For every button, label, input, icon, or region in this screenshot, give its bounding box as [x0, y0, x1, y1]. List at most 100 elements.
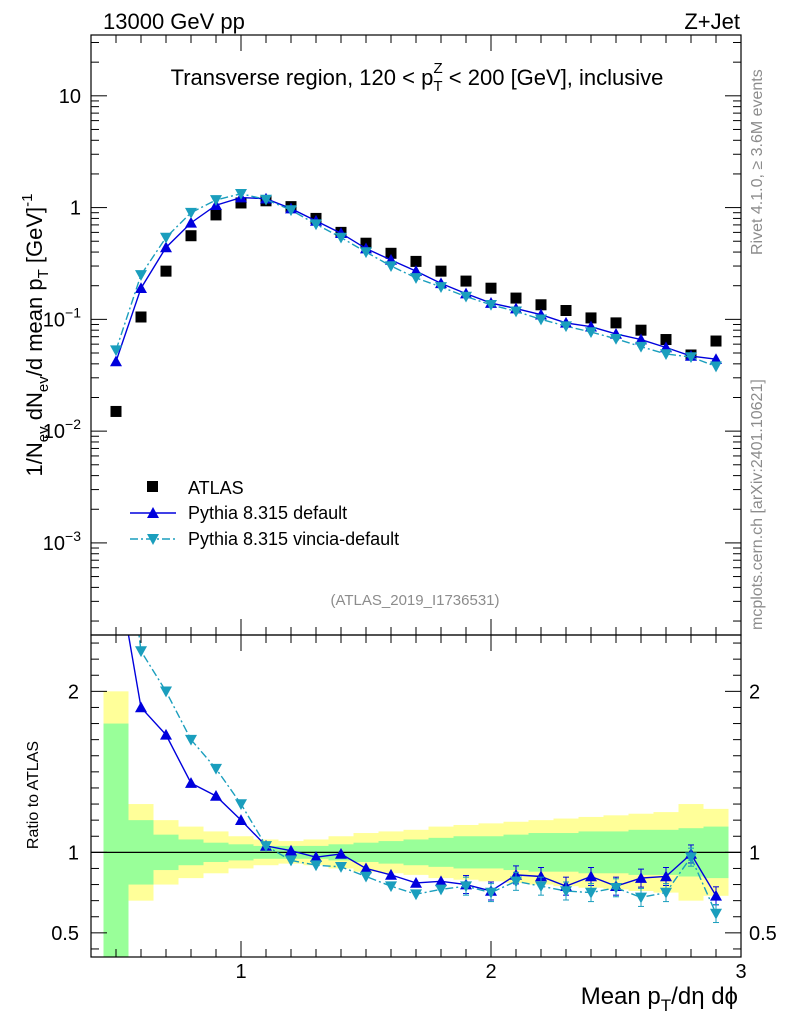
- ratio-point-triangle-up: [310, 851, 322, 862]
- main-point-triangle-down: [310, 219, 322, 231]
- main-point-triangle-down: [610, 334, 622, 345]
- ratio-point-triangle-up: [710, 889, 722, 901]
- main-point-triangle-down: [710, 361, 722, 373]
- main-point-square: [610, 317, 622, 329]
- mcplots-label: mcplots.cern.ch [arXiv:2401.10621]: [749, 379, 766, 630]
- main-point-triangle-down: [360, 247, 372, 259]
- x-tick-label: 1: [235, 961, 246, 983]
- legend-atlas-label: ATLAS: [188, 478, 244, 498]
- main-point-square: [460, 275, 472, 287]
- main-point-triangle-up: [710, 353, 722, 365]
- main-point-triangle-down: [235, 188, 247, 200]
- main-point-square: [435, 265, 447, 277]
- main-panel: 1 10 10−1 10−2 10−3 Transverse region, 120 <…: [19, 34, 742, 636]
- ratio-y-tick-label-right: 0.5: [749, 923, 777, 945]
- process-label: Z+Jet: [684, 9, 740, 34]
- ratio-point-triangle-down: [535, 881, 547, 893]
- ratio-point-triangle-down: [385, 881, 397, 893]
- main-point-square: [485, 282, 497, 294]
- main-point-triangle-up: [635, 333, 647, 345]
- main-point-triangle-up: [110, 355, 122, 367]
- main-point-square: [210, 209, 222, 221]
- ratio-point-triangle-up: [160, 728, 172, 740]
- main-point-triangle-up: [185, 216, 197, 228]
- ratio-point-triangle-down: [260, 841, 272, 852]
- ratio-point-triangle-down: [110, 445, 122, 456]
- ratio-point-triangle-down: [560, 886, 572, 897]
- ratio-point-triangle-up: [210, 790, 222, 801]
- ratio-y-tick-label-left: 0.5: [51, 923, 79, 945]
- ratio-point-triangle-up: [435, 875, 447, 887]
- ratio-point-triangle-up: [410, 876, 422, 888]
- x-tick-label: 3: [735, 961, 746, 983]
- ratio-point-triangle-down: [285, 855, 297, 867]
- main-point-triangle-down: [260, 194, 272, 206]
- x-axis-label: Mean pT/dη dϕ: [581, 983, 738, 1015]
- ratio-point-triangle-down: [685, 852, 697, 864]
- ratio-band-inner: [103, 723, 129, 957]
- ratio-point-triangle-up: [635, 872, 647, 883]
- ratio-point-triangle-down: [610, 882, 622, 894]
- ratio-point-triangle-down: [710, 908, 722, 920]
- main-point-square: [635, 324, 647, 336]
- ratio-point-triangle-up: [235, 814, 247, 825]
- main-point-square: [710, 335, 722, 347]
- ratio-point-triangle-up: [585, 870, 597, 882]
- ratio-point-triangle-down: [410, 889, 422, 901]
- legend-atlas-marker: [147, 481, 158, 492]
- main-point-square: [135, 311, 147, 323]
- main-point-triangle-down: [635, 341, 647, 353]
- main-point-triangle-down: [535, 314, 547, 326]
- main-point-square: [235, 197, 247, 209]
- ratio-point-triangle-up: [385, 868, 397, 880]
- ratio-point-triangle-up: [360, 862, 372, 874]
- main-point-triangle-down: [335, 232, 347, 244]
- main-point-triangle-down: [285, 205, 297, 217]
- main-point-triangle-down: [560, 321, 572, 333]
- main-point-triangle-down: [585, 327, 597, 339]
- ratio-point-triangle-up: [110, 557, 122, 568]
- ratio-panel: 1 2 30.5 0.51 12 2 Ratio to ATLAS Mean pT/dη …: [25, 445, 777, 1015]
- ratio-point-triangle-up: [135, 701, 147, 713]
- ratio-point-triangle-up: [185, 777, 197, 788]
- main-y-tick-label: 10−3: [43, 528, 81, 555]
- main-point-square: [585, 312, 597, 324]
- ratio-point-triangle-down: [635, 892, 647, 904]
- chart-title: Transverse region, 120 < pTZ < 200 [GeV]…: [171, 60, 664, 95]
- main-point-triangle-down: [110, 345, 122, 357]
- ratio-point-triangle-up: [285, 844, 297, 856]
- main-y-tick-label: 10−2: [43, 416, 81, 443]
- main-point-triangle-down: [385, 261, 397, 273]
- main-y-tick-label: 10: [59, 86, 81, 108]
- main-point-triangle-up: [135, 282, 147, 294]
- legend-default-marker: [147, 507, 159, 518]
- ratio-y-tick-label-right: 2: [749, 681, 760, 703]
- ratio-point-triangle-down: [360, 871, 372, 883]
- main-point-square: [560, 305, 572, 317]
- legend-vincia-marker: [147, 534, 159, 545]
- ratio-y-tick-label-left: 2: [68, 681, 79, 703]
- main-point-triangle-down: [135, 270, 147, 281]
- analysis-id: (ATLAS_2019_I1736531): [330, 592, 499, 609]
- main-point-triangle-down: [685, 352, 697, 364]
- main-point-square: [160, 265, 172, 277]
- main-point-triangle-down: [210, 195, 222, 206]
- main-y-tick-label: 1: [70, 198, 81, 220]
- main-point-square: [385, 247, 397, 259]
- ratio-point-triangle-down: [660, 887, 672, 899]
- x-tick-label: 2: [485, 961, 496, 983]
- main-point-square: [535, 299, 547, 311]
- legend-default-label: Pythia 8.315 default: [188, 503, 347, 523]
- main-point-square: [510, 292, 522, 304]
- main-point-triangle-down: [185, 207, 197, 219]
- ratio-point-triangle-up: [660, 870, 672, 882]
- ratio-point-triangle-down: [235, 799, 247, 811]
- main-point-square: [185, 230, 197, 242]
- ratio-point-triangle-down: [160, 686, 172, 698]
- legend: ATLAS Pythia 8.315 default Pythia 8.315 …: [130, 478, 399, 549]
- main-point-triangle-down: [435, 282, 447, 293]
- ratio-point-triangle-down: [460, 881, 472, 893]
- ratio-point-triangle-down: [135, 646, 147, 658]
- energy-label: 13000 GeV pp: [103, 9, 245, 34]
- ratio-y-tick-label-left: 1: [68, 842, 79, 864]
